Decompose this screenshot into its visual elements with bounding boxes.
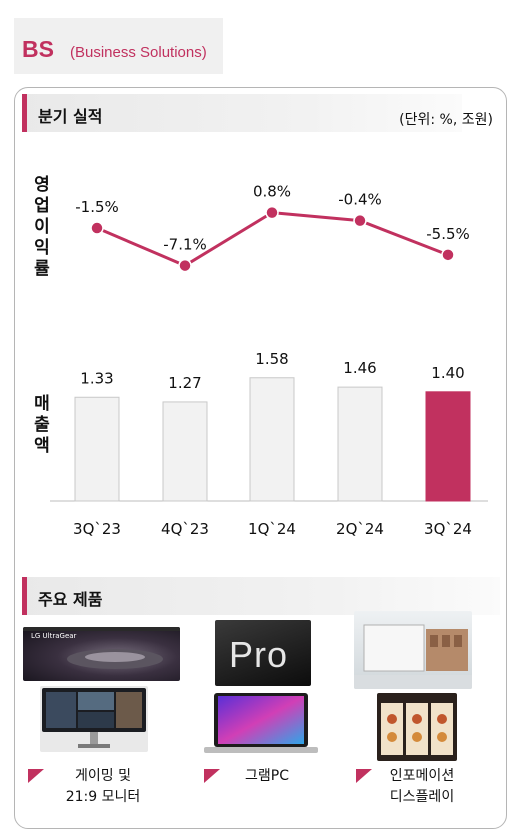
sales-bar (249, 377, 295, 502)
product-label-display-line2: 디스플레이 (389, 789, 455, 805)
op-margin-point (441, 248, 455, 262)
op-margin-value-label: -1.5% (75, 198, 119, 216)
sales-value-label: 1.46 (343, 359, 376, 377)
op-margin-value-label: -0.4% (338, 191, 382, 209)
monitor-scene-icon (23, 627, 180, 669)
ultragear-brand-text: LG UltraGear (31, 632, 77, 640)
op-margin-point (265, 205, 279, 220)
op-margin-axis-label: 영업이익률 (34, 175, 50, 279)
product-label-monitor-line2: 21:9 모니터 (65, 789, 141, 805)
header-full: (Business Solutions) (70, 44, 207, 61)
product-marker-icon (356, 769, 372, 783)
header-box (14, 18, 223, 74)
section-accent (22, 577, 27, 615)
sales-bar (425, 391, 471, 502)
op-margin-point (353, 213, 367, 228)
section-bar-quarterly: 분기 실적 (22, 94, 462, 132)
op-margin-value-label: -7.1% (163, 236, 207, 254)
product-image-gram-pro: Pro (215, 620, 311, 686)
sales-value-label: 1.58 (255, 350, 288, 368)
gram-brand-text: Pro (229, 634, 289, 675)
quarter-tick-label: 3Q`23 (73, 520, 121, 538)
op-margin-value-label: 0.8% (253, 183, 291, 201)
product-marker-icon (204, 769, 220, 783)
display-hall-icon (354, 624, 472, 689)
section-bar-products: 주요 제품 (22, 577, 500, 615)
op-margin-point (178, 258, 192, 273)
product-image-digital-menu (377, 693, 457, 761)
sales-value-label: 1.40 (431, 364, 464, 382)
sales-bar (74, 396, 120, 502)
sales-value-label: 1.33 (80, 369, 113, 387)
header-abbr: BS (22, 36, 54, 62)
quarter-tick-label: 1Q`24 (248, 520, 296, 538)
section-title-products: 주요 제품 (38, 590, 103, 609)
laptop-icon (204, 693, 318, 753)
product-image-gram-laptop (202, 691, 320, 757)
quarter-tick-label: 2Q`24 (336, 520, 384, 538)
op-margin-point (90, 221, 104, 235)
quarter-tick-label: 4Q`23 (161, 520, 209, 538)
digital-menu-board-icon (381, 703, 453, 755)
section-accent (22, 94, 27, 132)
product-image-ultrawide-monitor (40, 686, 148, 752)
ultrawide-monitor-icon (42, 688, 146, 748)
product-marker-icon (28, 769, 44, 783)
section-title-quarterly: 분기 실적 (38, 107, 103, 126)
quarter-tick-label: 3Q`24 (424, 520, 472, 538)
sales-value-label: 1.27 (168, 374, 201, 392)
sales-bar (337, 386, 383, 502)
unit-label: (단위: %, 조원) (399, 112, 493, 128)
sales-bar (162, 401, 208, 502)
op-margin-line (96, 211, 449, 268)
product-label-display-line1: 인포메이션 (389, 768, 455, 784)
product-image-ultragear-monitor: LG UltraGear (23, 627, 180, 681)
op-margin-value-label: -5.5% (426, 225, 470, 243)
product-label-monitor-line1: 게이밍 및 (75, 768, 131, 784)
product-image-info-display-hall (354, 611, 472, 689)
product-label-gram: 그램PC (245, 768, 289, 784)
sales-axis-label: 매출액 (34, 394, 50, 456)
